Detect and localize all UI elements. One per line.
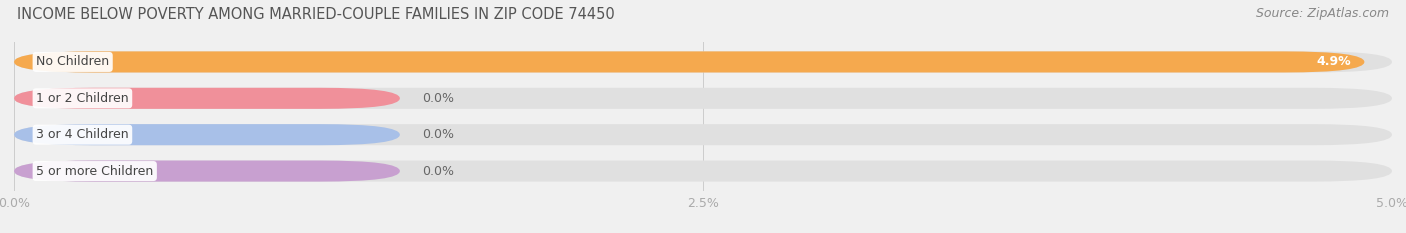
Text: 0.0%: 0.0% <box>422 164 454 178</box>
FancyBboxPatch shape <box>14 124 399 145</box>
FancyBboxPatch shape <box>14 161 399 182</box>
Text: Source: ZipAtlas.com: Source: ZipAtlas.com <box>1256 7 1389 20</box>
Text: 5 or more Children: 5 or more Children <box>37 164 153 178</box>
FancyBboxPatch shape <box>14 88 399 109</box>
FancyBboxPatch shape <box>14 161 1392 182</box>
Text: 3 or 4 Children: 3 or 4 Children <box>37 128 129 141</box>
Text: No Children: No Children <box>37 55 110 69</box>
Text: 0.0%: 0.0% <box>422 128 454 141</box>
Text: 4.9%: 4.9% <box>1316 55 1351 69</box>
FancyBboxPatch shape <box>14 88 1392 109</box>
Text: INCOME BELOW POVERTY AMONG MARRIED-COUPLE FAMILIES IN ZIP CODE 74450: INCOME BELOW POVERTY AMONG MARRIED-COUPL… <box>17 7 614 22</box>
FancyBboxPatch shape <box>14 51 1364 72</box>
Text: 0.0%: 0.0% <box>422 92 454 105</box>
FancyBboxPatch shape <box>14 124 1392 145</box>
FancyBboxPatch shape <box>14 51 1392 72</box>
Text: 1 or 2 Children: 1 or 2 Children <box>37 92 129 105</box>
